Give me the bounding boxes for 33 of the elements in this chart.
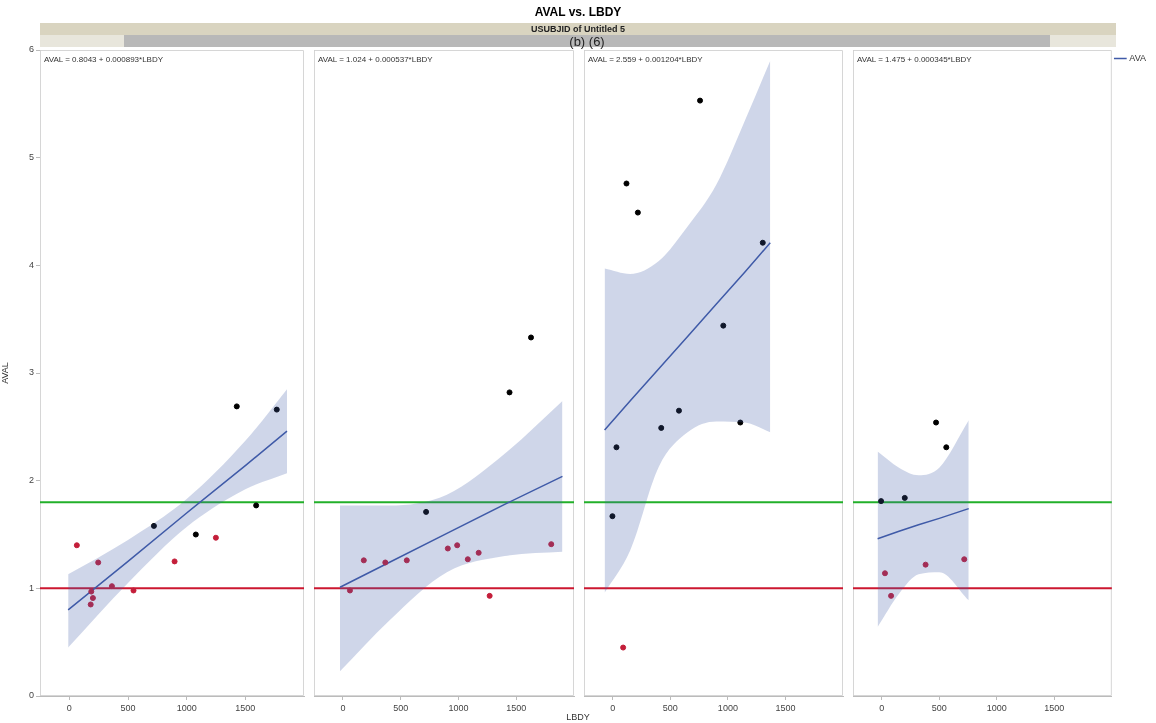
y-axis-title: AVAL (0, 362, 10, 384)
y-tick-label: 1 (28, 582, 34, 593)
y-tick-label: 0 (28, 690, 34, 701)
y-tick-label: 6 (28, 44, 34, 55)
legend-label: AVA (1129, 52, 1147, 63)
text: AVAL vs. LBDY (533, 5, 623, 19)
annotation: AVAL = 1.475 + 0.000345*LBDY (857, 55, 973, 65)
y-tick-label: 2 (28, 475, 34, 486)
x-tick-label: 1000 (176, 702, 197, 713)
x-tick-label: 500 (931, 702, 947, 713)
annotation: AVAL = 1.024 + 0.000537*LBDY (318, 55, 434, 65)
y-tick-label: 3 (28, 367, 34, 378)
text: LBDY (565, 712, 591, 722)
x-tick-label: 1500 (506, 702, 527, 713)
x-tick-label: 1000 (448, 702, 469, 713)
annotation: AVAL = 2.559 + 0.001204*LBDY (588, 55, 704, 65)
text: (b) (6) (124, 34, 1050, 49)
x-tick-label: 500 (662, 702, 678, 713)
x-tick-label: 1000 (986, 702, 1007, 713)
x-tick-label: 1500 (1044, 702, 1065, 713)
text: USUBJID of Untitled 5 (40, 23, 1116, 35)
y-tick-label: 4 (28, 259, 34, 270)
x-tick-label: 1000 (717, 702, 738, 713)
x-tick-label: 0 (879, 702, 885, 713)
x-tick-label: 0 (340, 702, 346, 713)
x-tick-label: 1500 (235, 702, 256, 713)
x-tick-label: 1500 (775, 702, 796, 713)
y-tick-label: 5 (28, 152, 34, 163)
x-tick-label: 500 (120, 702, 136, 713)
x-tick-label: 0 (66, 702, 72, 713)
x-tick-label: 500 (393, 702, 409, 713)
x-tick-label: 0 (610, 702, 616, 713)
annotation: AVAL = 0.8043 + 0.000893*LBDY (44, 55, 164, 65)
